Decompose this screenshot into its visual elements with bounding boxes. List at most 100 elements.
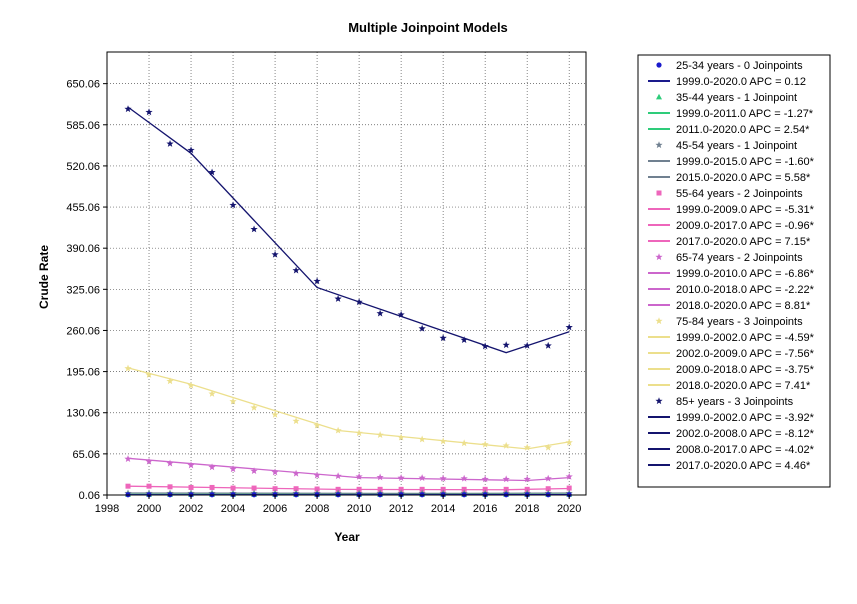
plot-area [106, 51, 587, 496]
x-tick-label: 2006 [263, 503, 287, 515]
data-point-65-74 [313, 471, 321, 479]
data-point-75-84 [145, 371, 153, 378]
data-point-55-64 [272, 486, 278, 492]
axes: 1998 2000 2002 2004 2006 2008 2010 2012 2014 2016… [66, 79, 581, 515]
data-point-65-74 [166, 459, 174, 467]
data-point-75-84 [523, 443, 531, 451]
legend-label: 2017.0-2020.0 APC = 4.46* [676, 460, 811, 472]
data-point-85plus [187, 146, 195, 154]
x-tick-label: 2004 [221, 503, 245, 515]
x-tick-label: 2000 [137, 503, 161, 515]
legend-marker-swatch [655, 397, 663, 405]
data-point-75-84 [355, 429, 363, 437]
data-point-75-84 [565, 438, 573, 446]
data-point-55-64 [146, 483, 152, 489]
series-75-84 [124, 364, 573, 451]
legend-marker-swatch [655, 253, 663, 261]
data-point-55-64 [566, 485, 572, 491]
data-point-85plus [481, 342, 489, 350]
y-axis-title: Crude Rate [37, 245, 51, 309]
y-tick-label: 0.06 [79, 490, 100, 502]
legend-label: 1999.0-2002.0 APC = -4.59* [676, 332, 815, 344]
x-tick-label: 2008 [305, 503, 329, 515]
data-point-55-64 [419, 486, 425, 492]
data-point-75-84 [166, 377, 174, 385]
data-point-65-74 [208, 463, 216, 471]
data-point-75-84 [250, 403, 258, 411]
series-55-64 [125, 483, 572, 492]
data-point-55-64 [461, 486, 467, 492]
legend-marker-swatch [656, 62, 662, 68]
data-point-65-74 [397, 474, 405, 482]
legend-label: 45-54 years - 1 Joinpoint [676, 140, 797, 152]
data-point-55-64 [545, 486, 551, 492]
data-point-75-84 [439, 437, 447, 445]
series-layer [124, 105, 573, 498]
legend-entry: 2018.0-2020.0 APC = 8.81* [648, 300, 811, 312]
data-point-85plus [355, 298, 363, 306]
legend-entry: 2017.0-2020.0 APC = 7.15* [648, 236, 811, 248]
data-point-65-74 [145, 457, 153, 465]
data-point-85plus [250, 225, 258, 233]
legend-label: 2010.0-2018.0 APC = -2.22* [676, 284, 815, 296]
legend-label: 55-64 years - 2 Joinpoints [676, 188, 803, 200]
legend-entry: 2002.0-2009.0 APC = -7.56* [648, 348, 815, 360]
y-tick-label: 390.06 [66, 243, 100, 255]
data-point-85plus [502, 341, 510, 349]
data-point-75-84 [502, 441, 510, 449]
data-point-55-64 [335, 486, 341, 492]
fit-line-75-84 [127, 367, 570, 450]
data-point-65-74 [460, 474, 468, 482]
legend-label: 2002.0-2008.0 APC = -8.12* [676, 428, 815, 440]
legend-label: 75-84 years - 3 Joinpoints [676, 316, 803, 328]
data-point-75-84 [208, 389, 216, 397]
data-point-65-74 [565, 472, 573, 480]
y-tick-label: 650.06 [66, 79, 100, 91]
legend-label: 2015.0-2020.0 APC = 5.58* [676, 172, 811, 184]
data-point-65-74 [481, 475, 489, 483]
data-point-75-84 [124, 364, 132, 372]
legend-label: 1999.0-2020.0 APC = 0.12 [676, 76, 806, 88]
legend-entry: 2009.0-2017.0 APC = -0.96* [648, 220, 815, 232]
x-tick-label: 2014 [431, 503, 455, 515]
data-point-55-64 [398, 486, 404, 492]
data-point-85plus [544, 341, 552, 349]
x-tick-label: 2012 [389, 503, 413, 515]
data-point-55-64 [503, 486, 509, 492]
data-point-65-74 [124, 455, 132, 463]
legend-entry: 1999.0-2020.0 APC = 0.12 [648, 76, 806, 88]
data-point-75-84 [313, 421, 321, 429]
data-point-85plus [460, 336, 468, 344]
data-point-75-84 [229, 397, 237, 405]
legend-label: 85+ years - 3 Joinpoints [676, 396, 794, 408]
legend-marker-swatch [655, 141, 663, 149]
legend-marker-swatch [656, 93, 662, 100]
data-point-85plus [376, 309, 384, 317]
data-point-65-74 [523, 475, 531, 483]
data-point-85plus [229, 201, 237, 209]
data-point-75-84 [334, 426, 342, 434]
data-point-85plus [523, 341, 531, 349]
data-point-85plus [208, 168, 216, 176]
data-point-85plus [124, 105, 132, 113]
data-point-85plus [166, 140, 174, 147]
x-tick-label: 2020 [557, 503, 581, 515]
legend-label: 2011.0-2020.0 APC = 2.54* [676, 124, 810, 136]
data-point-65-74 [292, 469, 300, 477]
data-point-65-74 [250, 467, 258, 475]
data-point-65-74 [376, 473, 384, 481]
legend-marker-swatch [656, 190, 662, 196]
data-point-55-64 [125, 483, 131, 489]
x-tick-label: 2018 [515, 503, 539, 515]
data-point-85plus [397, 310, 405, 318]
data-point-55-64 [377, 486, 383, 492]
data-point-75-84 [271, 410, 279, 418]
data-point-55-64 [314, 486, 320, 492]
legend-label: 1999.0-2015.0 APC = -1.60* [676, 156, 815, 168]
fit-line-65-74 [127, 457, 570, 482]
series-65-74 [124, 455, 573, 483]
data-point-75-84 [418, 435, 426, 443]
data-point-65-74 [187, 461, 195, 469]
x-tick-label: 2010 [347, 503, 371, 515]
legend-label: 2018.0-2020.0 APC = 7.41* [676, 380, 811, 392]
